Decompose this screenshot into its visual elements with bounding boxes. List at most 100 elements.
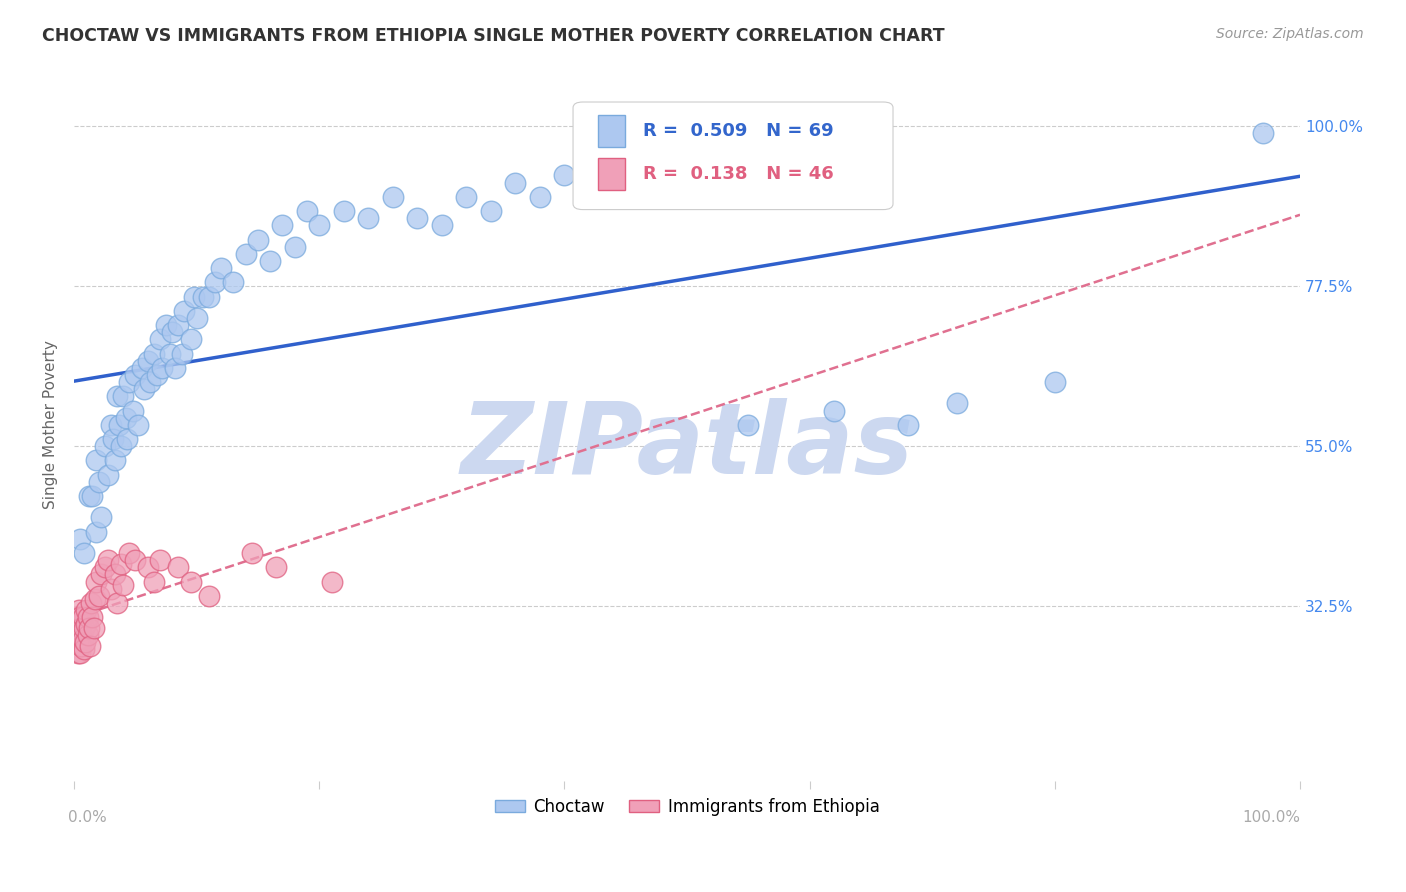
Point — [103, 432, 125, 446]
Point — [77, 621, 100, 635]
Point — [72, 610, 94, 624]
Text: Source: ZipAtlas.com: Source: ZipAtlas.com — [1216, 27, 1364, 41]
Point — [198, 589, 221, 603]
Point — [93, 439, 115, 453]
Point — [103, 567, 125, 582]
Point — [100, 582, 122, 596]
Point — [118, 375, 141, 389]
Point — [1043, 375, 1066, 389]
Point — [83, 621, 105, 635]
Point — [82, 610, 104, 624]
Point — [149, 332, 172, 346]
Point — [124, 368, 146, 382]
Point — [132, 382, 155, 396]
Point — [295, 204, 318, 219]
Point — [76, 628, 98, 642]
Point — [180, 574, 202, 589]
Point — [75, 617, 97, 632]
Text: R =  0.509   N = 69: R = 0.509 N = 69 — [643, 122, 834, 140]
Point — [87, 589, 110, 603]
Point — [823, 403, 845, 417]
Point — [180, 332, 202, 346]
Point — [69, 532, 91, 546]
Point — [114, 410, 136, 425]
Point — [67, 603, 90, 617]
Point — [150, 360, 173, 375]
Point — [69, 646, 91, 660]
Point — [149, 553, 172, 567]
Point — [118, 546, 141, 560]
Y-axis label: Single Mother Poverty: Single Mother Poverty — [44, 341, 58, 509]
FancyBboxPatch shape — [598, 115, 624, 147]
Point — [84, 574, 107, 589]
Point — [381, 190, 404, 204]
Point — [82, 489, 104, 503]
Point — [112, 578, 135, 592]
Point — [75, 603, 97, 617]
Point — [67, 632, 90, 646]
Point — [191, 289, 214, 303]
Point — [93, 560, 115, 574]
Point — [122, 403, 145, 417]
Point — [430, 219, 453, 233]
Point — [333, 204, 356, 219]
Point — [77, 489, 100, 503]
Point — [142, 574, 165, 589]
Point — [271, 219, 294, 233]
Point — [284, 240, 307, 254]
Point — [110, 557, 132, 571]
Point — [209, 260, 232, 275]
Point — [65, 624, 87, 639]
Point — [97, 467, 120, 482]
FancyBboxPatch shape — [574, 102, 893, 210]
Legend: Choctaw, Immigrants from Ethiopia: Choctaw, Immigrants from Ethiopia — [488, 791, 886, 822]
Point — [159, 346, 181, 360]
Point — [357, 211, 380, 226]
Point — [84, 524, 107, 539]
Point — [259, 253, 281, 268]
Point — [100, 417, 122, 432]
Point — [198, 289, 221, 303]
Point — [131, 360, 153, 375]
Point — [163, 360, 186, 375]
Point — [127, 417, 149, 432]
Text: ZIPatlas: ZIPatlas — [461, 398, 914, 495]
Point — [66, 646, 89, 660]
Point — [945, 396, 967, 410]
Point — [70, 639, 93, 653]
Point — [235, 246, 257, 260]
Point — [76, 610, 98, 624]
Text: R =  0.138   N = 46: R = 0.138 N = 46 — [643, 165, 834, 183]
Point — [80, 596, 103, 610]
Point — [105, 389, 128, 403]
Point — [142, 346, 165, 360]
Point — [72, 632, 94, 646]
Point — [186, 310, 208, 325]
Point — [97, 553, 120, 567]
Point — [456, 190, 478, 204]
Point — [204, 275, 226, 289]
Point — [505, 176, 527, 190]
Point — [308, 219, 330, 233]
Point — [479, 204, 502, 219]
Point — [183, 289, 205, 303]
Point — [553, 169, 575, 183]
Point — [146, 368, 169, 382]
Point — [124, 553, 146, 567]
Point — [737, 417, 759, 432]
Point — [266, 560, 288, 574]
Point — [136, 353, 159, 368]
Point — [75, 635, 97, 649]
Point — [110, 439, 132, 453]
Point — [73, 621, 96, 635]
Point — [115, 432, 138, 446]
Point — [136, 560, 159, 574]
Point — [108, 417, 131, 432]
Point — [84, 592, 107, 607]
Point — [155, 318, 177, 332]
Point — [73, 642, 96, 657]
Point — [406, 211, 429, 226]
Point — [160, 325, 183, 339]
Point — [90, 510, 112, 524]
Point — [84, 453, 107, 467]
